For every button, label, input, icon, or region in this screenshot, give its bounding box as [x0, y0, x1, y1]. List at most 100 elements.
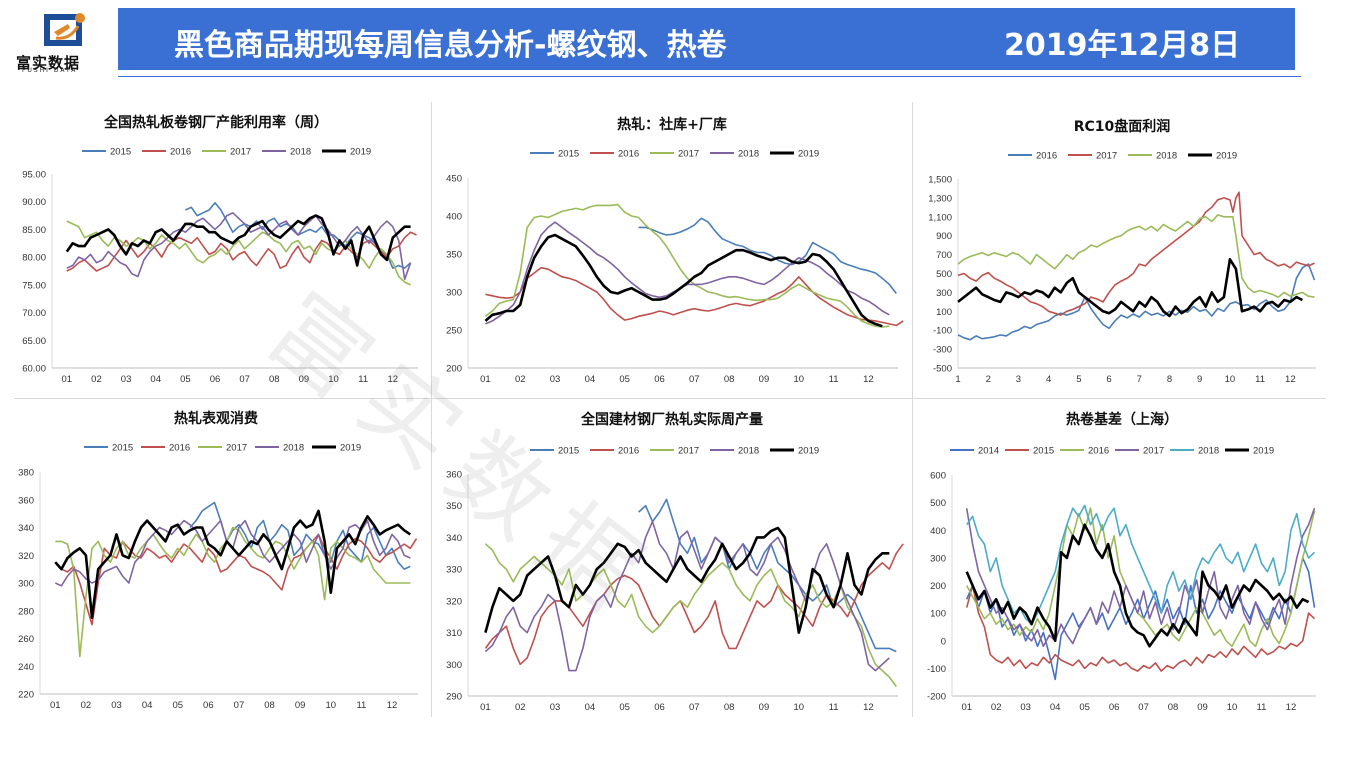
- x-tick-label: 05: [1079, 702, 1090, 713]
- x-tick-label: 03: [111, 700, 122, 711]
- y-tick-label: 900: [936, 231, 952, 242]
- legend-label: 2018: [283, 443, 304, 454]
- chart-hot-rolled-weekly-output: 全国建材钢厂热轧实际周产量 2015 2016 2017 2018 2019 290 300 3…: [432, 398, 912, 718]
- x-tick-label: 12: [387, 700, 398, 711]
- legend-label: 2019: [1216, 151, 1237, 162]
- y-tick-label: 340: [18, 523, 34, 534]
- x-tick-label: 10: [1227, 702, 1238, 713]
- legend-label: 2015: [558, 446, 579, 457]
- x-tick-label: 05: [619, 374, 630, 385]
- legend-label: 2019: [340, 443, 361, 454]
- y-tick-label: 300: [18, 579, 34, 590]
- y-tick-label: 0: [941, 636, 946, 647]
- legend-label: 2016: [618, 446, 639, 457]
- x-tick-label: 03: [1020, 702, 1031, 713]
- series-line-2015: [638, 217, 897, 294]
- chart-title: 热卷基差（上海）: [1066, 411, 1178, 428]
- series-line-2016: [54, 533, 418, 626]
- logo-mark-icon: [44, 13, 85, 46]
- y-tick-label: 320: [446, 596, 462, 607]
- x-tick-label: 08: [724, 374, 735, 385]
- chart-title: RC10盘面利润: [1074, 118, 1171, 135]
- y-tick-label: 350: [446, 501, 462, 512]
- legend-label: 2019: [350, 147, 371, 158]
- page-title: 黑色商品期现每周信息分析-螺纹钢、热卷: [174, 28, 727, 63]
- y-tick-label: 300: [446, 660, 462, 671]
- legend-label: 2016: [618, 149, 639, 160]
- series-line-2019: [957, 258, 1303, 318]
- chart-rc10-futures-profit: RC10盘面利润 2016 2017 2018 2019 -500 -300 -100 100 3…: [912, 100, 1332, 398]
- x-tick-label: 11: [829, 374, 839, 385]
- y-tick-label: 300: [936, 288, 952, 299]
- y-tick-label: 75.00: [22, 280, 46, 291]
- y-tick-label: 60.00: [22, 364, 46, 375]
- legend-label: 2017: [1143, 446, 1164, 457]
- x-tick-label: 07: [1138, 702, 1149, 713]
- y-tick-label: 600: [930, 471, 946, 482]
- series-line-2018: [485, 221, 890, 325]
- legend-label: 2017: [678, 446, 699, 457]
- x-tick-label: 3: [1016, 374, 1021, 385]
- legend-label: 2018: [1198, 446, 1219, 457]
- series-line-2017: [484, 203, 890, 328]
- x-tick-label: 2: [986, 374, 991, 385]
- x-tick-label: 09: [759, 374, 770, 385]
- series-line-2016: [965, 507, 1316, 648]
- x-tick-label: 11: [829, 702, 839, 713]
- series-line-2018: [957, 214, 1315, 298]
- chart-hot-rolled-apparent-consumption: 热轧表观消费 2015 2016 2017 2018 2019 220 240 260 280 30…: [0, 398, 432, 718]
- x-tick-label: 04: [585, 374, 596, 385]
- x-tick-label: 6: [1106, 374, 1111, 385]
- x-tick-label: 07: [234, 700, 245, 711]
- y-tick-label: -100: [933, 326, 952, 337]
- x-tick-label: 10: [1225, 374, 1236, 385]
- series-line-2019: [484, 526, 890, 634]
- y-tick-label: 360: [18, 495, 34, 506]
- x-tick-label: 09: [299, 374, 310, 385]
- series-line-2019: [65, 214, 411, 267]
- legend-label: 2015: [558, 149, 579, 160]
- x-tick-label: 8: [1167, 374, 1172, 385]
- y-tick-label: 1,500: [928, 175, 952, 186]
- series-line-2017: [55, 526, 411, 658]
- series-line-2019: [54, 509, 412, 619]
- x-tick-label: 4: [1046, 374, 1051, 385]
- x-tick-label: 04: [1050, 702, 1061, 713]
- x-tick-label: 12: [1285, 374, 1296, 385]
- y-tick-label: 300: [930, 553, 946, 564]
- x-tick-label: 01: [50, 700, 61, 711]
- y-tick-label: -500: [933, 364, 952, 375]
- y-tick-label: 310: [446, 628, 462, 639]
- y-tick-label: 200: [930, 581, 946, 592]
- y-tick-label: 320: [18, 551, 34, 562]
- x-tick-label: 08: [264, 700, 275, 711]
- y-tick-label: 290: [446, 692, 462, 703]
- legend-label: 2015: [112, 443, 133, 454]
- c6-svg: 热卷基差（上海） 2014 2015 2016 2017 2018 2019 -200 -100…: [927, 411, 1316, 713]
- x-tick-label: 07: [239, 374, 250, 385]
- y-tick-label: 340: [446, 533, 462, 544]
- header: 富实数据 FUSHI DATA 黑色商品期现每周信息分析-螺纹钢、热卷 2019…: [0, 0, 1350, 78]
- x-tick-label: 02: [91, 374, 102, 385]
- y-tick-label: -300: [933, 345, 952, 356]
- x-tick-label: 05: [619, 702, 630, 713]
- y-tick-label: 70.00: [22, 308, 46, 319]
- x-tick-label: 01: [961, 702, 972, 713]
- horizontal-divider: [14, 398, 1326, 399]
- legend-label: 2018: [1156, 151, 1177, 162]
- x-tick-label: 02: [991, 702, 1002, 713]
- series-line-2016: [66, 231, 417, 272]
- x-tick-label: 12: [388, 374, 399, 385]
- x-tick-label: 02: [81, 700, 92, 711]
- x-tick-label: 10: [328, 374, 339, 385]
- y-tick-label: 380: [18, 468, 34, 479]
- x-tick-label: 02: [515, 702, 526, 713]
- x-tick-label: 07: [689, 702, 700, 713]
- logo-english-text: FUSHI DATA: [22, 67, 78, 74]
- x-tick-label: 09: [759, 702, 770, 713]
- x-tick-label: 12: [863, 374, 874, 385]
- legend-label: 2016: [1036, 151, 1057, 162]
- series-line-2016: [485, 266, 904, 327]
- x-tick-label: 07: [689, 374, 700, 385]
- y-tick-label: 1,100: [928, 212, 952, 223]
